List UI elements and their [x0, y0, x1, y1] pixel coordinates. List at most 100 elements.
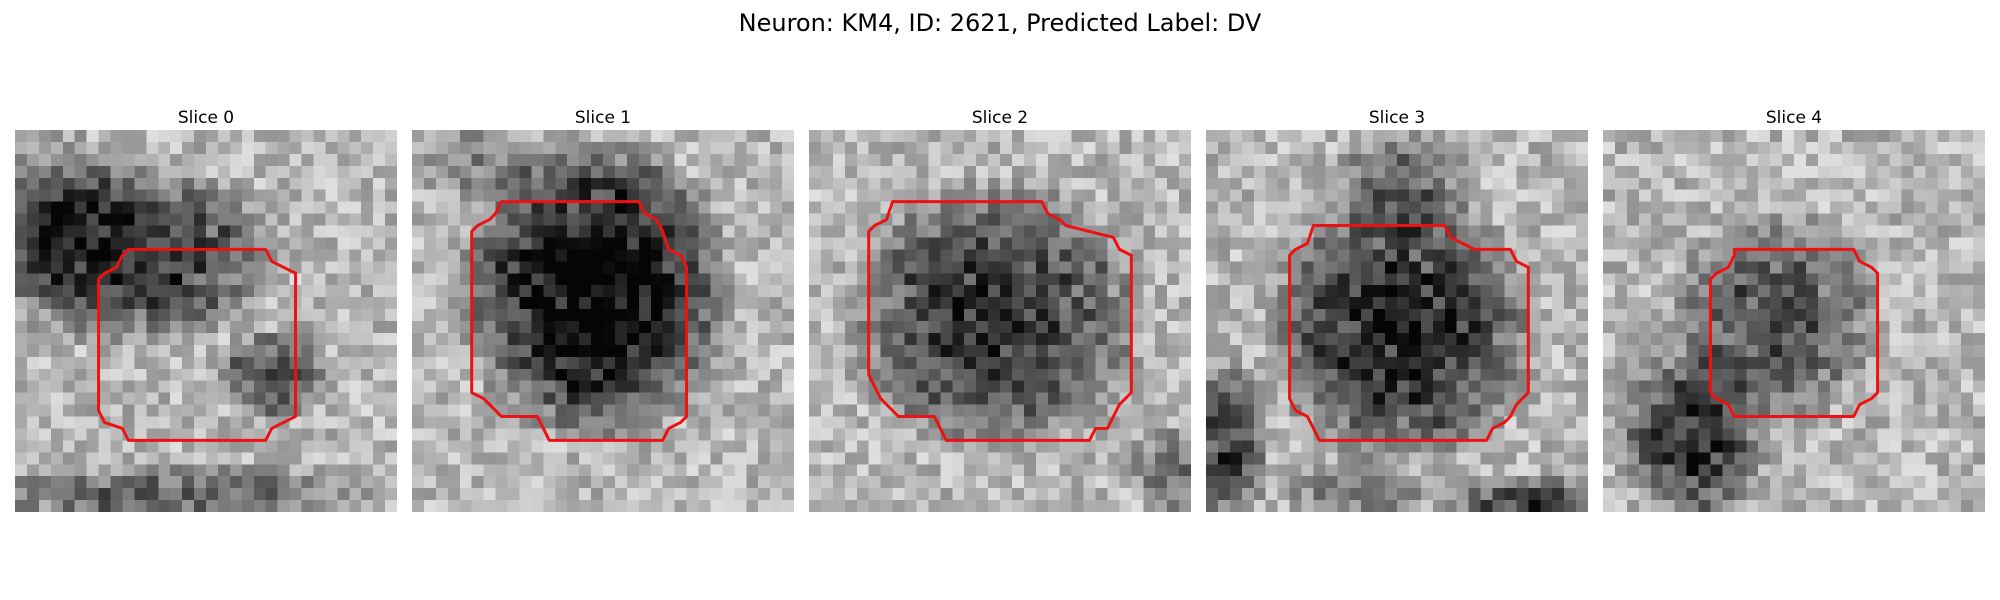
image-pixel	[1119, 153, 1132, 167]
image-pixel	[1504, 380, 1517, 393]
image-pixel	[1492, 273, 1505, 286]
image-pixel	[1614, 189, 1628, 202]
image-pixel	[194, 321, 207, 334]
image-pixel	[1913, 297, 1926, 310]
image-pixel	[1626, 428, 1640, 441]
image-pixel	[1614, 225, 1628, 238]
image-pixel	[1349, 344, 1362, 358]
image-pixel	[1408, 141, 1422, 155]
image-pixel	[50, 177, 63, 190]
image-pixel	[1385, 440, 1398, 453]
image-pixel	[1035, 356, 1048, 369]
image-pixel	[423, 297, 437, 310]
image-pixel	[976, 428, 989, 441]
image-pixel	[471, 356, 484, 369]
image-pixel	[435, 297, 449, 310]
image-pixel	[1206, 297, 1219, 310]
image-pixel	[507, 428, 520, 441]
image-pixel	[122, 380, 135, 393]
image-pixel	[1420, 237, 1434, 250]
image-pixel	[832, 404, 846, 417]
image-pixel	[555, 500, 568, 512]
image-pixel	[770, 201, 783, 214]
image-pixel	[722, 297, 735, 310]
image-pixel	[26, 452, 40, 465]
image-pixel	[531, 237, 544, 250]
image-pixel	[1420, 332, 1434, 346]
image-pixel	[832, 344, 846, 358]
image-pixel	[62, 416, 75, 429]
image-pixel	[1083, 452, 1096, 465]
image-pixel	[1650, 237, 1663, 250]
image-pixel	[337, 356, 350, 369]
image-pixel	[495, 165, 508, 178]
image-pixel	[904, 130, 917, 143]
image-pixel	[1337, 237, 1350, 250]
image-pixel	[86, 344, 99, 358]
image-pixel	[1662, 321, 1675, 334]
image-pixel	[1385, 464, 1398, 477]
image-pixel	[38, 392, 52, 405]
image-pixel	[1432, 392, 1445, 405]
image-pixel	[892, 309, 905, 322]
image-pixel	[1397, 201, 1410, 214]
image-pixel	[904, 165, 917, 178]
image-pixel	[1662, 225, 1675, 238]
image-pixel	[1961, 321, 1974, 334]
image-pixel	[892, 500, 905, 512]
image-pixel	[1011, 344, 1025, 358]
image-pixel	[531, 213, 544, 226]
image-pixel	[1444, 332, 1457, 346]
image-pixel	[337, 237, 350, 250]
image-pixel	[1973, 321, 1985, 334]
image-pixel	[1603, 213, 1616, 226]
image-pixel	[638, 464, 651, 477]
image-pixel	[614, 141, 628, 155]
image-pixel	[241, 380, 254, 393]
image-pixel	[1047, 380, 1060, 393]
image-pixel	[531, 380, 544, 393]
image-pixel	[1301, 452, 1314, 465]
image-pixel	[1325, 189, 1338, 202]
image-pixel	[1516, 285, 1529, 298]
image-pixel	[1107, 488, 1120, 501]
image-pixel	[182, 153, 195, 167]
image-pixel	[1420, 153, 1434, 167]
image-pixel	[650, 249, 663, 262]
image-pixel	[1155, 189, 1168, 202]
image-pixel	[74, 213, 87, 226]
image-pixel	[206, 189, 219, 202]
image-pixel	[579, 428, 592, 441]
image-pixel	[146, 321, 159, 334]
image-pixel	[385, 261, 397, 274]
image-pixel	[1265, 237, 1278, 250]
image-pixel	[1698, 249, 1711, 262]
image-pixel	[361, 141, 374, 155]
image-pixel	[1770, 141, 1783, 155]
image-pixel	[1552, 249, 1565, 262]
image-pixel	[1528, 189, 1541, 202]
image-pixel	[1059, 141, 1072, 155]
image-pixel	[146, 237, 159, 250]
image-pixel	[38, 452, 52, 465]
image-pixel	[1119, 464, 1132, 477]
image-pixel	[1889, 213, 1902, 226]
image-pixel	[134, 356, 147, 369]
image-pixel	[603, 368, 616, 381]
image-pixel	[1650, 392, 1663, 405]
image-pixel	[698, 213, 711, 226]
image-pixel	[74, 464, 87, 477]
image-pixel	[1877, 297, 1890, 310]
image-pixel	[1337, 297, 1350, 310]
image-pixel	[1277, 249, 1290, 262]
image-pixel	[277, 380, 290, 393]
image-pixel	[1961, 273, 1974, 286]
image-pixel	[1253, 249, 1266, 262]
image-pixel	[15, 321, 28, 334]
image-pixel	[1241, 392, 1254, 405]
image-pixel	[844, 213, 857, 226]
image-pixel	[614, 201, 628, 214]
image-pixel	[758, 201, 771, 214]
image-pixel	[1456, 476, 1469, 489]
image-pixel	[1480, 201, 1493, 214]
